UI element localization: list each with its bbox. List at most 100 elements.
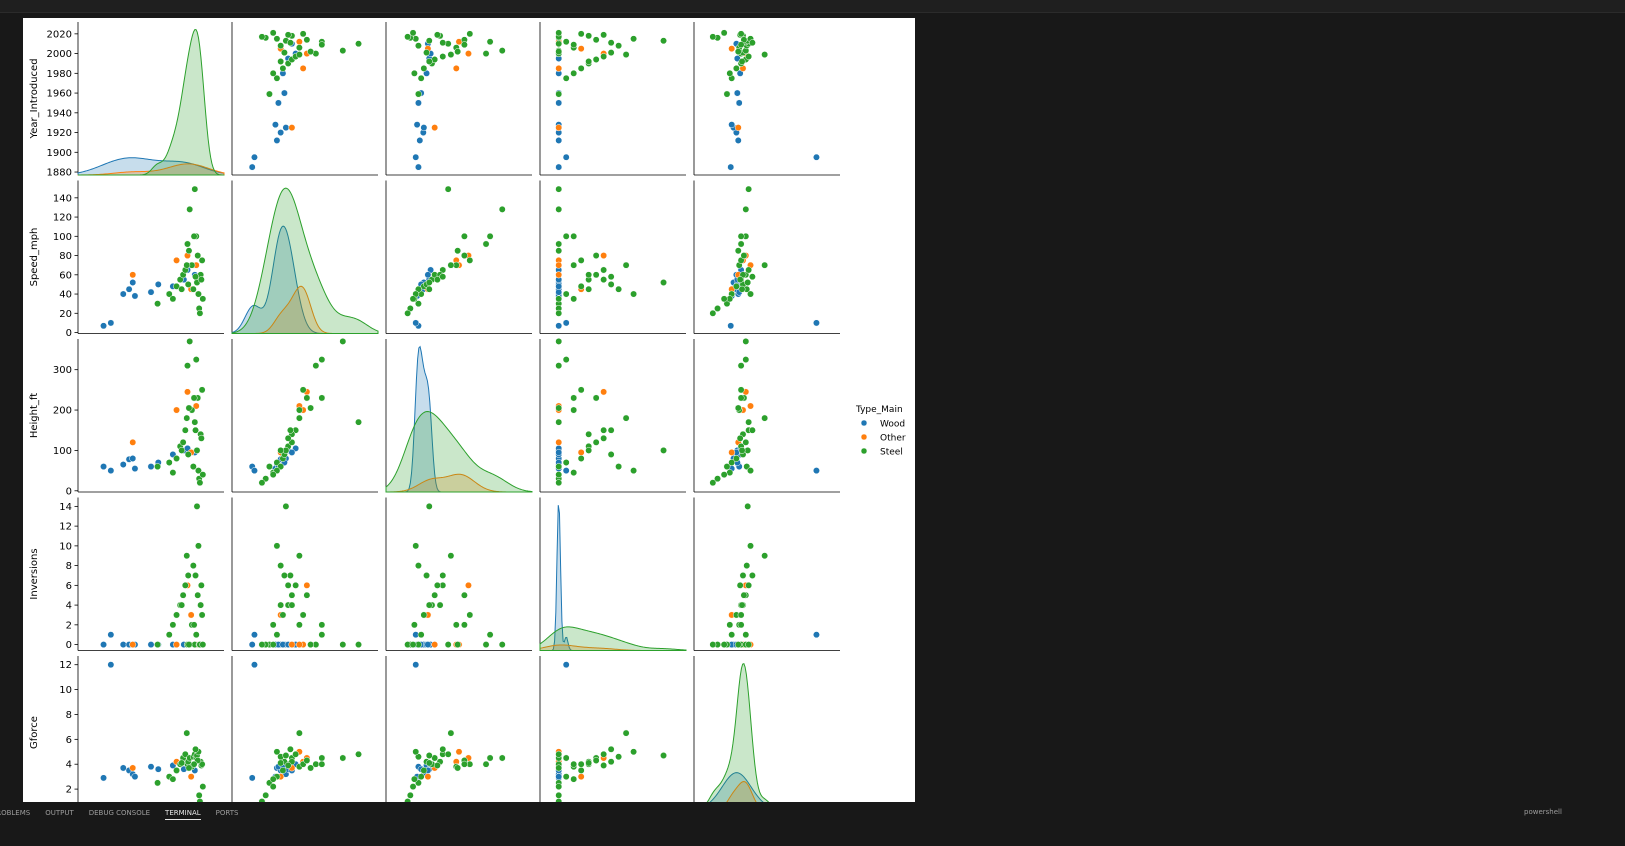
scatter-point	[295, 621, 303, 629]
scatter-point	[269, 621, 277, 629]
scatter-point	[498, 754, 506, 762]
scatter-point	[555, 773, 563, 781]
panel-tab[interactable]: PROBLEMS	[0, 809, 31, 817]
scatter-point	[592, 271, 600, 279]
scatter-point	[119, 461, 127, 468]
scatter-point	[412, 542, 420, 550]
scatter-point	[737, 232, 745, 240]
scatter-point	[417, 631, 425, 639]
y-tick-label: 8	[66, 561, 72, 572]
scatter-point	[555, 463, 563, 471]
scatter-point	[277, 42, 285, 50]
scatter-point	[318, 631, 326, 639]
scatter-point	[410, 775, 418, 783]
terminal-name[interactable]: powershell	[1524, 808, 1562, 816]
scatter-point	[622, 261, 630, 269]
scatter-point	[555, 750, 563, 758]
y-tick-label: 12	[59, 660, 72, 671]
kde-area	[231, 187, 379, 334]
scatter-point	[185, 247, 193, 255]
scatter-point	[709, 479, 717, 487]
scatter-point	[165, 459, 173, 466]
scatter-point	[709, 309, 717, 317]
scatter-point	[131, 292, 139, 300]
scatter-point	[577, 282, 585, 290]
y-tick-label: 300	[53, 365, 72, 376]
scatter-point	[720, 295, 728, 303]
panel-tab[interactable]: OUTPUT	[45, 809, 74, 817]
scatter-point	[600, 252, 608, 260]
scatter-point	[284, 581, 292, 589]
scatter-point	[129, 455, 137, 462]
scatter-point	[607, 451, 615, 458]
scatter-point	[630, 467, 638, 475]
scatter-point	[570, 775, 578, 783]
scatter-point	[733, 89, 741, 97]
scatter-point	[486, 754, 494, 762]
scatter-point	[288, 591, 296, 599]
scatter-point	[147, 288, 155, 296]
scatter-point	[562, 459, 570, 466]
scatter-point	[555, 90, 563, 98]
scatter-point	[734, 641, 742, 649]
scatter-point	[555, 137, 563, 144]
scatter-point	[486, 232, 494, 240]
scatter-point	[280, 572, 288, 579]
scatter-point	[273, 542, 281, 550]
scatter-point	[339, 754, 347, 762]
scatter-point	[460, 621, 468, 629]
scatter-point	[412, 661, 420, 669]
scatter-point	[192, 572, 199, 579]
scatter-point	[482, 760, 490, 768]
scatter-point	[185, 764, 193, 772]
scatter-point	[745, 266, 753, 274]
scatter-point	[191, 418, 199, 426]
panel-tab[interactable]: PORTS	[215, 809, 239, 817]
scatter-point	[410, 621, 418, 629]
top-bar	[0, 0, 1625, 13]
panel-tab[interactable]: DEBUG CONSOLE	[88, 809, 151, 817]
scatter-point	[173, 406, 181, 414]
scatter-point	[190, 621, 198, 629]
panel-tab[interactable]: TERMINAL	[165, 807, 201, 820]
scatter-point	[555, 418, 563, 426]
panel-tabs: PROBLEMS OUTPUT DEBUG CONSOLE TERMINAL PORTS	[0, 806, 238, 820]
scatter-point	[444, 750, 452, 758]
scatter-point	[265, 90, 273, 98]
scatter-point	[199, 641, 207, 649]
scatter-point	[813, 467, 820, 475]
y-tick-label: 200	[53, 406, 72, 417]
scatter-point	[736, 276, 744, 284]
scatter-point	[570, 295, 578, 303]
scatter-point	[318, 356, 326, 364]
scatter-point	[184, 451, 192, 458]
scatter-point	[660, 446, 667, 454]
scatter-point	[615, 285, 623, 293]
scatter-point	[748, 572, 756, 579]
scatter-point	[555, 295, 563, 303]
scatter-point	[555, 29, 563, 37]
scatter-point	[269, 471, 277, 479]
scatter-point	[744, 502, 752, 510]
scatter-point	[738, 601, 746, 609]
scatter-point	[732, 64, 740, 72]
scatter-point	[660, 752, 667, 759]
scatter-point	[737, 621, 745, 629]
scatter-point	[555, 124, 563, 132]
scatter-point	[555, 322, 563, 330]
scatter-point	[570, 406, 578, 414]
scatter-point	[734, 137, 742, 144]
scatter-point	[189, 562, 197, 570]
scatter-point	[734, 124, 742, 132]
scatter-point	[607, 273, 615, 281]
scatter-point	[178, 446, 186, 454]
scatter-point	[748, 273, 756, 281]
scatter-point	[423, 572, 431, 579]
scatter-point	[129, 641, 137, 649]
scatter-point	[447, 729, 455, 737]
scatter-point	[498, 205, 506, 213]
scatter-point	[318, 754, 326, 762]
scatter-point	[720, 641, 728, 649]
scatter-point	[179, 438, 187, 446]
